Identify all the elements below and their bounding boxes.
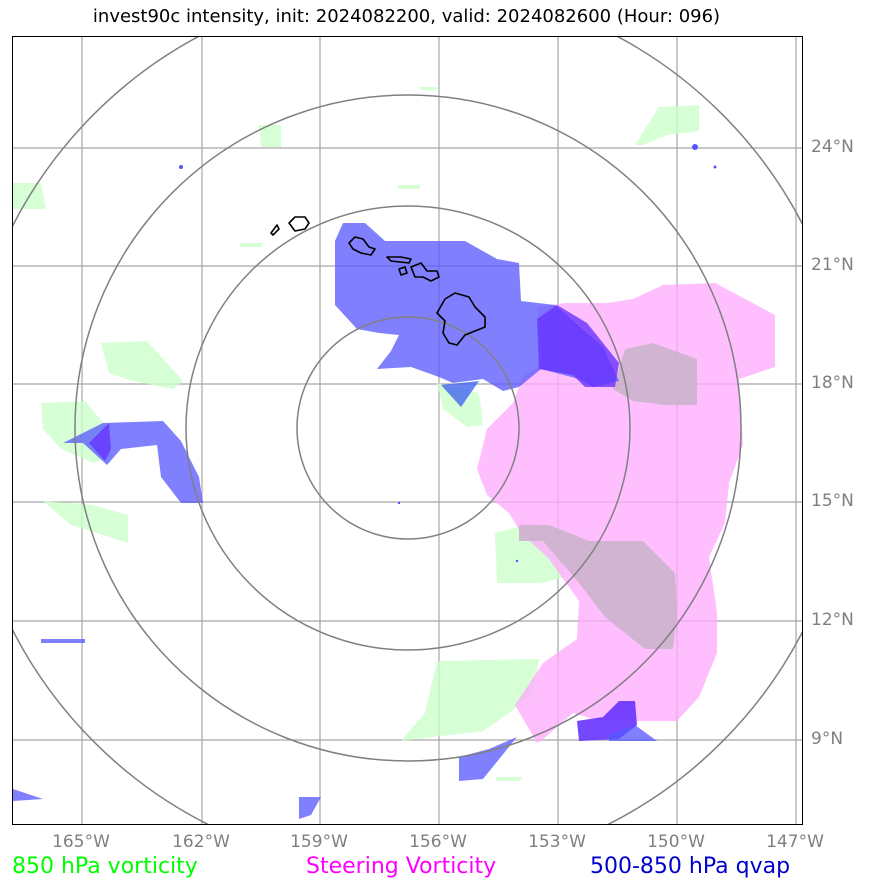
lon-label-162w: 162°W <box>172 832 230 852</box>
lat-label-24n: 24°N <box>811 137 854 157</box>
lon-label-156w: 156°W <box>409 832 467 852</box>
steering-vorticity-areas <box>477 283 775 743</box>
lon-label-153w: 153°W <box>528 832 586 852</box>
lat-label-18n: 18°N <box>811 373 854 393</box>
oahu-island <box>348 236 376 256</box>
legend-qvap-500-850: 500-850 hPa qvap <box>590 854 791 879</box>
range-rings <box>13 37 802 824</box>
lon-label-165w: 165°W <box>52 832 110 852</box>
big-island <box>436 292 486 346</box>
lat-label-21n: 21°N <box>811 255 854 275</box>
lat-label-9n: 9°N <box>811 729 844 749</box>
map-panel[interactable] <box>12 36 803 825</box>
legend-vorticity-850: 850 hPa vorticity <box>12 854 198 879</box>
lon-label-150w: 150°W <box>647 832 705 852</box>
coastline <box>270 216 486 346</box>
legend-steering-vorticity: Steering Vorticity <box>306 854 497 879</box>
lat-label-15n: 15°N <box>811 491 854 511</box>
niihau-island <box>270 224 280 236</box>
lon-label-159w: 159°W <box>290 832 348 852</box>
lanai-island <box>398 266 408 276</box>
qvap-areas <box>13 144 717 819</box>
lat-label-12n: 12°N <box>811 610 854 630</box>
lon-label-147w: 147°W <box>766 832 824 852</box>
maui-island <box>410 262 440 282</box>
vorticity-850-areas <box>13 87 699 781</box>
map-canvas <box>13 37 802 824</box>
map-title: invest90c intensity, init: 2024082200, v… <box>92 6 721 27</box>
molokai-island <box>386 256 412 264</box>
kauai-island <box>288 216 310 232</box>
